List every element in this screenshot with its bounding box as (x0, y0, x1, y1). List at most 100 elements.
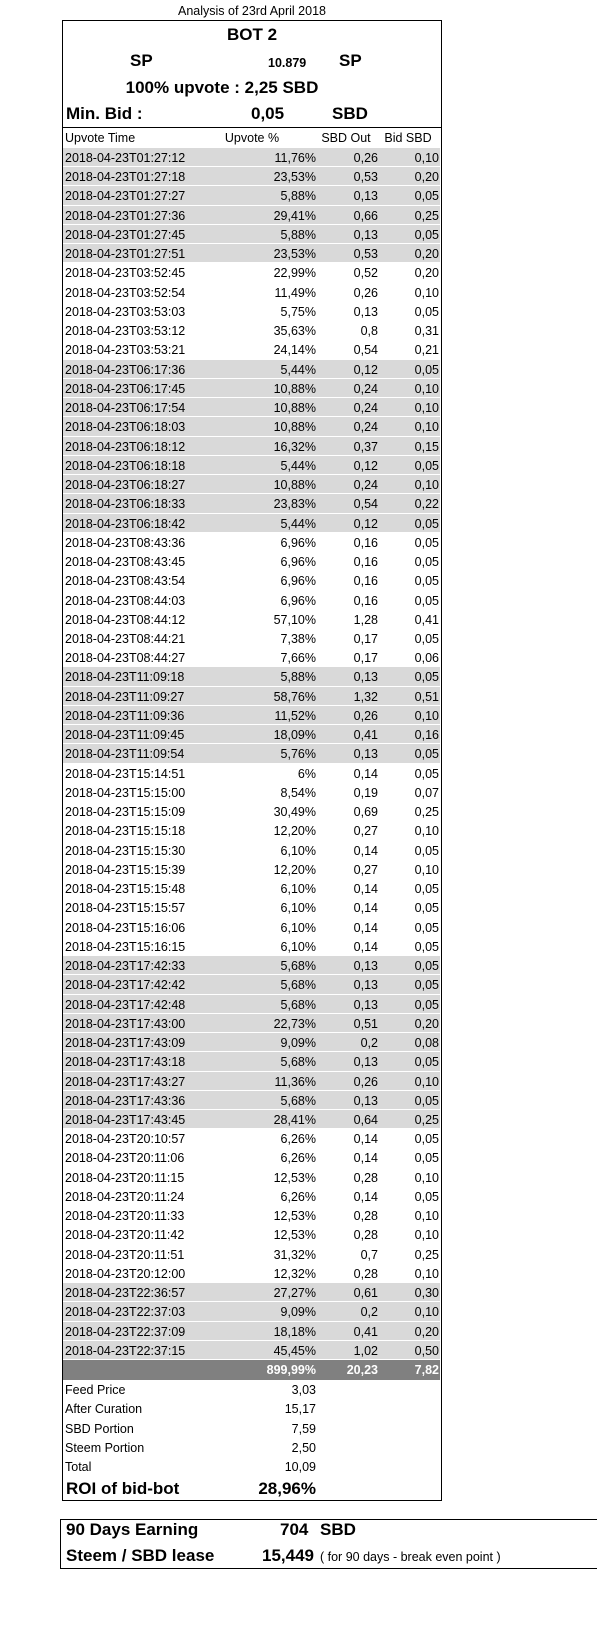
summary-label: After Curation (65, 1402, 143, 1417)
cell-value: 0,10 (414, 401, 439, 416)
cell-value: 27,27% (273, 1286, 316, 1301)
cell-value: 10,88% (273, 381, 316, 396)
row-background (63, 1244, 440, 1264)
cell-value: 10,88% (273, 478, 316, 493)
cell-value: 0,26 (353, 151, 378, 165)
cell-value: 0,7 (360, 1247, 378, 1262)
cell-value: 0,22 (414, 497, 439, 512)
row-background (63, 244, 440, 264)
cell-value: 0,05 (414, 555, 439, 570)
cell-value: 0,05 (414, 959, 439, 974)
rule (62, 127, 442, 128)
cell-time: 2018-04-23T15:14:51 (65, 766, 186, 781)
cell-value: 0,05 (414, 362, 439, 377)
cell-value: 0,14 (353, 1132, 378, 1147)
cell-value: 11,52% (274, 708, 316, 723)
row-background (63, 629, 440, 649)
cell-value: 0,14 (353, 843, 378, 858)
cell-value: 0,10 (414, 478, 439, 493)
cell-value: 0,28 (353, 1228, 378, 1243)
cell-time: 2018-04-23T17:43:09 (65, 1036, 186, 1051)
cell-value: 0,05 (414, 747, 439, 762)
cell-time: 2018-04-23T15:15:09 (65, 805, 186, 820)
cell-time: 2018-04-23T15:15:18 (65, 824, 186, 839)
cell-value: 9,09% (280, 1036, 316, 1051)
cell-value: 0,05 (414, 670, 439, 685)
cell-value: 0,16 (353, 574, 378, 589)
cell-value: 58,76% (273, 689, 316, 704)
row-background (63, 859, 440, 880)
row-background (63, 648, 440, 668)
cell-time: 2018-04-23T08:44:27 (65, 651, 186, 666)
cell-value: 0,28 (353, 1266, 378, 1281)
cell-time: 2018-04-23T08:44:12 (65, 612, 186, 627)
roi-label: ROI of bid-bot (66, 1479, 180, 1499)
cell-value: 0,28 (353, 1209, 378, 1224)
cell-value: 0,12 (353, 458, 378, 473)
cell-time: 2018-04-23T06:18:12 (65, 439, 186, 454)
total-value: 20,23 (346, 1363, 378, 1378)
row-background (63, 1033, 440, 1053)
cell-value: 12,20% (273, 824, 316, 839)
cell-time: 2018-04-23T11:09:18 (65, 670, 185, 685)
cell-value: 0,13 (353, 670, 378, 685)
cell-value: 18,09% (273, 728, 316, 743)
cell-time: 2018-04-23T08:44:03 (65, 593, 186, 608)
row-background (63, 532, 440, 553)
row-background (63, 205, 440, 225)
row-background (63, 340, 440, 360)
cell-value: 0,05 (414, 593, 439, 608)
cell-time: 2018-04-23T17:43:27 (65, 1074, 186, 1089)
row-background (63, 975, 440, 995)
row-background (63, 667, 440, 687)
row-background (63, 321, 440, 341)
cell-value: 0,10 (414, 1266, 439, 1281)
cell-time: 2018-04-23T06:17:45 (65, 381, 186, 396)
cell-value: 0,12 (353, 516, 378, 531)
row-background (63, 398, 440, 418)
cell-value: 12,32% (273, 1266, 316, 1281)
cell-value: 0,05 (414, 227, 439, 242)
row-background (63, 994, 440, 1014)
cell-value: 0,31 (414, 324, 439, 339)
row-background (63, 1263, 440, 1284)
earning-label: 90 Days Earning (66, 1520, 199, 1539)
cell-time: 2018-04-23T11:09:54 (65, 747, 185, 762)
row-background (63, 455, 440, 476)
cell-value: 5,75% (280, 304, 316, 319)
row-background (63, 186, 440, 206)
row-background (63, 1090, 440, 1110)
row-background (63, 936, 440, 957)
cell-value: 0,05 (414, 766, 439, 781)
cell-value: 12,53% (273, 1209, 316, 1224)
cell-time: 2018-04-23T20:10:57 (65, 1132, 186, 1147)
cell-value: 0,10 (414, 420, 439, 435)
row-background (63, 1129, 440, 1149)
cell-value: 6,10% (280, 939, 316, 954)
row-background (63, 1186, 440, 1207)
cell-time: 2018-04-23T03:53:12 (65, 324, 186, 339)
row-background (63, 1071, 440, 1091)
column-header: Upvote Time (65, 131, 136, 145)
cell-value: 0,05 (414, 920, 439, 935)
cell-value: 0,06 (414, 651, 439, 666)
cell-value: 35,63% (273, 324, 316, 339)
cell-value: 23,53% (273, 247, 316, 262)
cell-time: 2018-04-23T15:16:15 (65, 939, 186, 954)
cell-value: 0,05 (414, 1132, 439, 1147)
cell-value: 0,05 (414, 843, 439, 858)
cell-value: 0,51 (414, 689, 439, 704)
cell-value: 0,14 (353, 1151, 378, 1166)
cell-time: 2018-04-23T15:15:57 (65, 901, 186, 916)
cell-time: 2018-04-23T20:11:15 (65, 1170, 185, 1185)
cell-value: 0,05 (414, 535, 439, 550)
cell-value: 0,20 (414, 1016, 439, 1031)
cell-value: 0,27 (353, 862, 378, 877)
cell-value: 0,16 (414, 728, 439, 743)
cell-value: 0,14 (353, 766, 378, 781)
row-background (63, 513, 440, 533)
cell-time: 2018-04-23T22:37:15 (65, 1343, 186, 1358)
cell-time: 2018-04-23T17:42:33 (65, 959, 186, 974)
cell-value: 0,13 (353, 959, 378, 974)
lease-label: Steem / SBD lease (66, 1546, 215, 1565)
